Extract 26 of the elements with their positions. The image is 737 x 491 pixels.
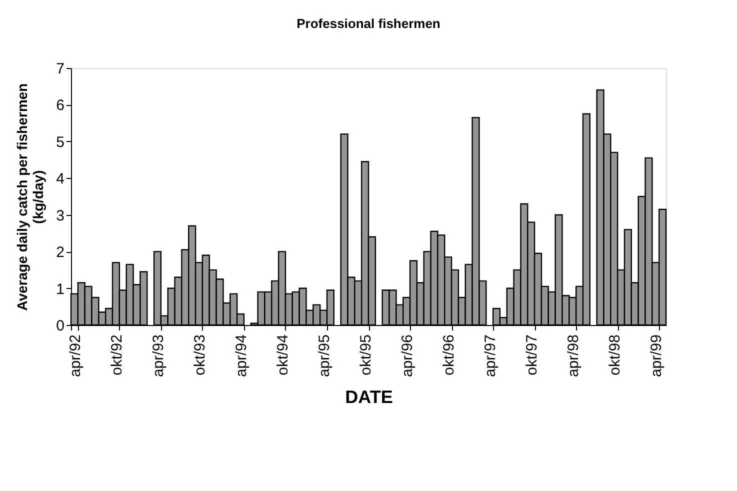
x-tick-label: apr/93	[150, 334, 167, 378]
x-tick-label: apr/97	[482, 334, 500, 378]
y-tick-label: 7	[56, 60, 64, 78]
x-tick-label: apr/94	[233, 334, 250, 378]
y-tick-label: 3	[56, 207, 64, 224]
x-tick-label: okt/98	[606, 334, 624, 376]
x-tick-label: apr/92	[66, 334, 84, 378]
x-tick-label: okt/97	[524, 334, 541, 376]
x-tick-label: okt/92	[108, 334, 126, 376]
x-tick-label: apr/99	[648, 334, 666, 378]
y-axis-title: Average daily catch per fishermen (kg/day)	[14, 83, 46, 311]
y-tick-label: 1	[56, 280, 64, 298]
x-tick-label: okt/93	[191, 334, 208, 376]
x-tick-label: okt/95	[358, 334, 375, 376]
x-axis-title: DATE	[345, 387, 393, 408]
y-tick-label: 4	[56, 170, 64, 188]
x-tick-label: apr/96	[399, 334, 416, 378]
y-tick-label: 6	[56, 97, 64, 114]
x-tick-label: apr/95	[316, 334, 334, 378]
x-tick-label: okt/94	[274, 334, 292, 376]
y-tick-label: 2	[56, 244, 64, 262]
x-tick-label: okt/96	[440, 334, 458, 376]
y-tick-label: 5	[56, 134, 64, 151]
y-tick-label: 0	[56, 318, 64, 334]
x-tick-label: apr/98	[565, 334, 582, 378]
chart-title: Professional fishermen	[296, 16, 440, 31]
